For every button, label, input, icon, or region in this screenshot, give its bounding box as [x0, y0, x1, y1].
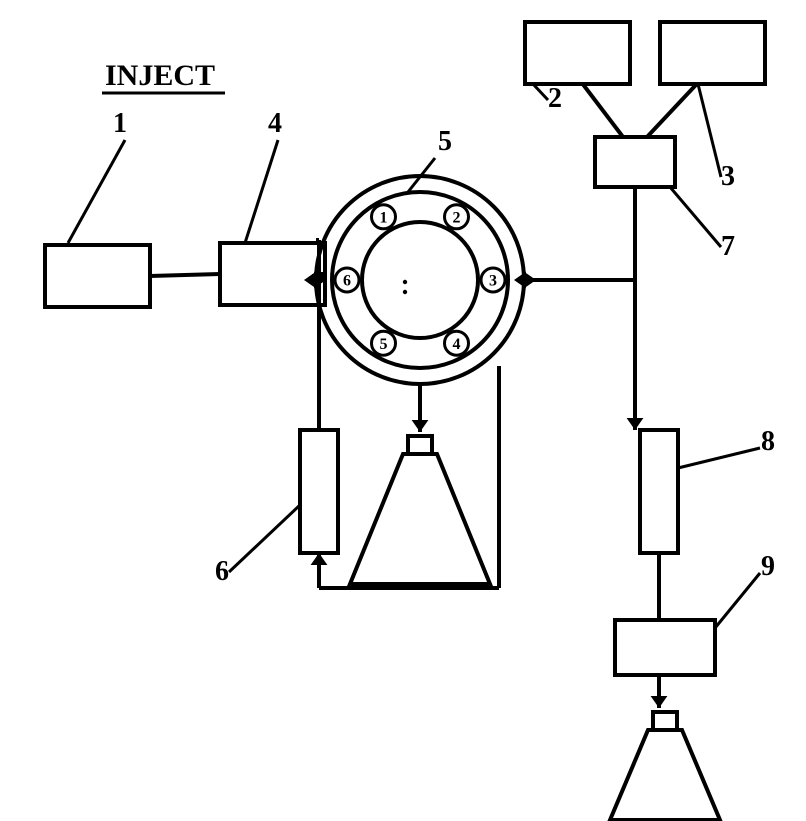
- callout-1: 1: [113, 108, 127, 139]
- valve-port-label-5: 5: [380, 336, 388, 353]
- callout-5: 5: [438, 126, 452, 157]
- valve-port-label-1: 1: [380, 209, 388, 226]
- callout-4: 4: [268, 108, 282, 139]
- callout-9: 9: [761, 551, 775, 582]
- callout-8: 8: [761, 426, 775, 457]
- callout-6: 6: [215, 556, 229, 587]
- box-b1: [45, 245, 150, 307]
- flask-center-neck: [408, 436, 432, 454]
- flask-center-body: [350, 454, 490, 584]
- valve-port-label-6: 6: [343, 273, 351, 290]
- valve-inner: [362, 222, 478, 338]
- box-b4: [220, 243, 325, 305]
- column-c8: [640, 430, 678, 553]
- callout-3: 3: [721, 161, 735, 192]
- flask-right-body: [610, 730, 720, 820]
- box-b9: [615, 620, 715, 675]
- flask-right-neck: [653, 712, 677, 730]
- box-b3: [660, 22, 765, 84]
- callout-2: 2: [548, 83, 562, 114]
- valve-port-label-4: 4: [453, 336, 461, 353]
- valve-port-label-2: 2: [453, 209, 461, 226]
- column-c6: [300, 430, 338, 553]
- box-b2: [525, 22, 630, 84]
- box-b7: [595, 137, 675, 187]
- valve-port-label-3: 3: [489, 273, 497, 290]
- title-inject: INJECT: [105, 59, 215, 92]
- callout-7: 7: [721, 231, 735, 262]
